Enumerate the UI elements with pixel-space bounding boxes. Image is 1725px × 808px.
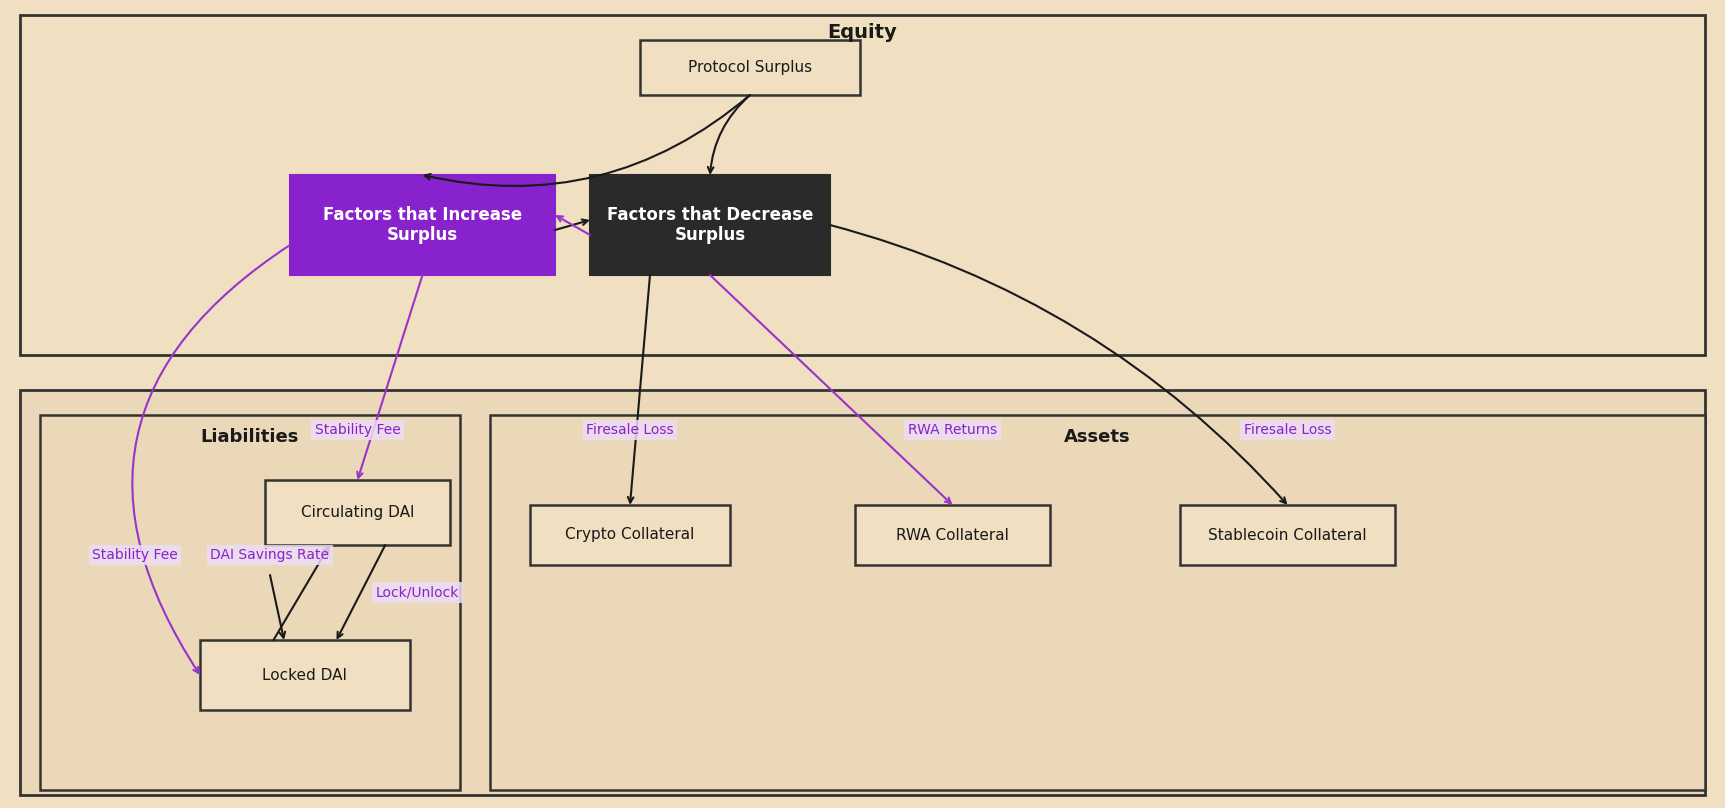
FancyBboxPatch shape [490, 415, 1704, 790]
Text: Firesale Loss: Firesale Loss [1244, 423, 1332, 437]
Text: Stability Fee: Stability Fee [314, 423, 400, 437]
FancyBboxPatch shape [1180, 505, 1396, 565]
FancyBboxPatch shape [290, 175, 555, 275]
FancyBboxPatch shape [21, 15, 1704, 355]
FancyBboxPatch shape [21, 390, 1704, 795]
Text: Lock/Unlock: Lock/Unlock [376, 586, 459, 600]
Text: Protocol Surplus: Protocol Surplus [688, 60, 812, 75]
Text: Stablecoin Collateral: Stablecoin Collateral [1208, 528, 1366, 542]
FancyBboxPatch shape [40, 415, 461, 790]
Text: Factors that Decrease
Surplus: Factors that Decrease Surplus [607, 205, 812, 244]
Text: Firesale Loss: Firesale Loss [586, 423, 674, 437]
Text: RWA Collateral: RWA Collateral [895, 528, 1009, 542]
Text: Stability Fee: Stability Fee [91, 548, 178, 562]
FancyBboxPatch shape [640, 40, 861, 95]
FancyBboxPatch shape [266, 480, 450, 545]
Text: Equity: Equity [828, 23, 897, 43]
Text: Liabilities: Liabilities [200, 428, 298, 446]
Text: DAI Savings Rate: DAI Savings Rate [210, 548, 329, 562]
FancyBboxPatch shape [530, 505, 730, 565]
FancyBboxPatch shape [200, 640, 411, 710]
FancyBboxPatch shape [590, 175, 830, 275]
Text: Assets: Assets [1064, 428, 1132, 446]
Text: RWA Returns: RWA Returns [907, 423, 997, 437]
Text: Circulating DAI: Circulating DAI [300, 505, 414, 520]
Text: Locked DAI: Locked DAI [262, 667, 347, 683]
Text: Factors that Increase
Surplus: Factors that Increase Surplus [323, 205, 523, 244]
Text: Crypto Collateral: Crypto Collateral [566, 528, 695, 542]
FancyBboxPatch shape [856, 505, 1051, 565]
